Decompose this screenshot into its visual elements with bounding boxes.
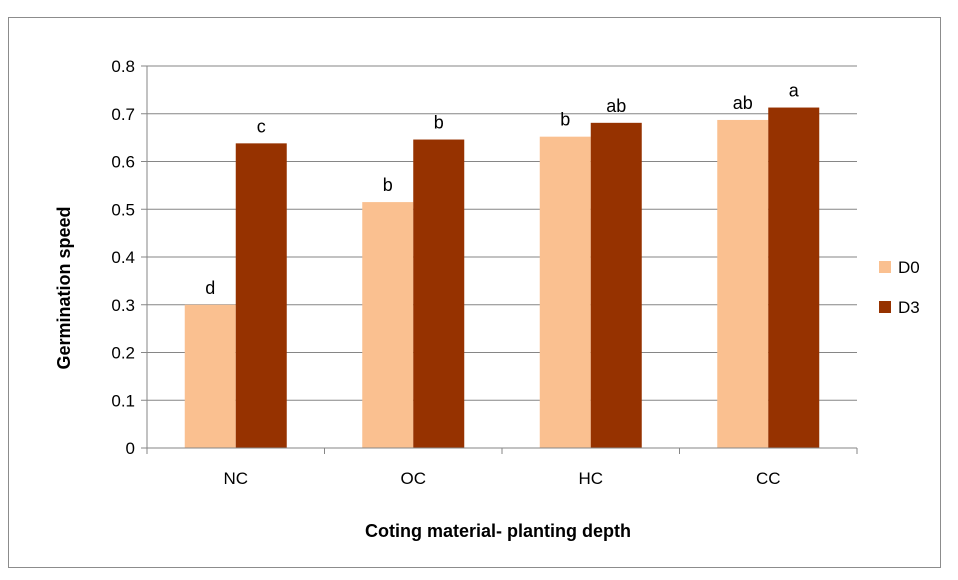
y-tick-label: 0: [126, 439, 135, 458]
data-label: b: [434, 113, 444, 133]
data-label: b: [383, 175, 393, 195]
y-tick-label: 0.7: [111, 105, 135, 124]
y-tick-label: 0.2: [111, 344, 135, 363]
data-label: a: [789, 81, 800, 101]
data-label: b: [560, 110, 570, 130]
legend-swatch-D0: [879, 261, 891, 273]
y-tick-label: 0.6: [111, 153, 135, 172]
bar-D0-OC: [362, 202, 414, 448]
x-tick-label: HC: [578, 469, 603, 488]
legend: D0 D3: [879, 258, 920, 317]
legend-label-D0: D0: [898, 258, 920, 277]
bar-D0-CC: [717, 119, 769, 449]
y-tick-label: 0.1: [111, 391, 135, 410]
data-label: c: [257, 116, 266, 136]
data-label: d: [205, 278, 215, 298]
legend-swatch-D3: [879, 301, 891, 313]
x-axis-title: Coting material- planting depth: [365, 521, 631, 541]
bar-D3-CC: [768, 107, 820, 448]
bar-D3-NC: [235, 143, 287, 449]
bar-D3-HC: [590, 122, 642, 448]
bars: [184, 107, 820, 449]
bar-D3-OC: [413, 139, 465, 448]
x-tick-label: OC: [401, 469, 427, 488]
data-labels: d c b b b ab ab a: [205, 81, 800, 298]
bar-D0-HC: [539, 136, 591, 449]
y-axis-title: Germination speed: [54, 206, 74, 369]
data-label: ab: [733, 93, 753, 113]
y-tick-label: 0.8: [111, 57, 135, 76]
y-tick-label: 0.3: [111, 296, 135, 315]
bar-D0-NC: [184, 304, 236, 448]
axes: 0 0.1 0.2 0.3 0.4 0.5 0.6 0.7 0.8 NC OC HC CC: [111, 57, 858, 488]
x-tick-label: NC: [223, 469, 248, 488]
data-label: ab: [606, 96, 626, 116]
y-tick-label: 0.5: [111, 200, 135, 219]
y-tick-label: 0.4: [111, 248, 135, 267]
legend-label-D3: D3: [898, 298, 920, 317]
x-tick-label: CC: [756, 469, 781, 488]
